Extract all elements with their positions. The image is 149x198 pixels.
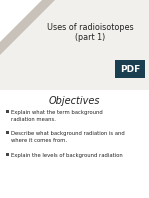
Bar	[0, 90, 149, 198]
Bar	[6, 153, 8, 155]
Text: Objectives: Objectives	[48, 96, 100, 106]
Bar	[115, 60, 145, 78]
Text: PDF: PDF	[120, 65, 140, 73]
Text: Uses of radioisotopes: Uses of radioisotopes	[47, 24, 133, 32]
Text: Explain the levels of background radiation: Explain the levels of background radiati…	[11, 153, 123, 158]
Text: Explain what the term background
radiation means.: Explain what the term background radiati…	[11, 110, 103, 122]
Polygon shape	[0, 0, 42, 42]
Polygon shape	[0, 0, 55, 55]
Text: (part 1): (part 1)	[75, 33, 105, 43]
Bar	[6, 110, 8, 112]
Text: Describe what background radiation is and
where it comes from.: Describe what background radiation is an…	[11, 131, 125, 143]
Bar	[6, 131, 8, 133]
